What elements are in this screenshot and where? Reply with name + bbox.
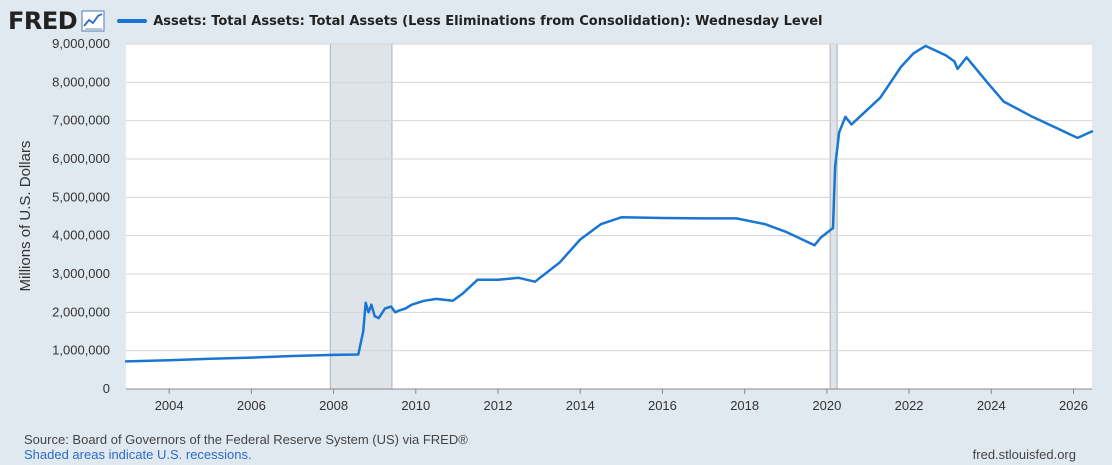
y-tick-label: 7,000,000: [52, 113, 110, 128]
x-tick-label: 2010: [401, 398, 430, 413]
series-line[interactable]: [124, 44, 1094, 363]
y-tick-label: 6,000,000: [52, 151, 110, 166]
x-tick-label: 2016: [648, 398, 677, 413]
trend-chart-icon: [81, 10, 105, 32]
fred-logo-text: FRED: [8, 7, 78, 35]
x-tick-label: 2026: [1059, 398, 1088, 413]
x-tick-label: 2022: [895, 398, 924, 413]
chart-legend[interactable]: Assets: Total Assets: Total Assets (Less…: [117, 14, 822, 29]
source-note: Source: Board of Governors of the Federa…: [24, 432, 468, 447]
fred-logo[interactable]: FRED: [8, 7, 105, 35]
x-tick-label: 2018: [730, 398, 759, 413]
y-tick-label: 8,000,000: [52, 74, 110, 89]
y-tick-label: 0: [103, 381, 110, 396]
x-tick-label: 2008: [319, 398, 348, 413]
plot-background: [126, 44, 1092, 389]
y-tick-label: 3,000,000: [52, 266, 110, 281]
x-tick-label: 2024: [977, 398, 1006, 413]
recession-note[interactable]: Shaded areas indicate U.S. recessions.: [24, 447, 252, 462]
y-axis-label: Millions of U.S. Dollars: [17, 141, 34, 292]
recession-band: [330, 44, 392, 389]
y-axis-ticks: 0 1,000,000 2,000,000 3,000,000 4,000,000 5,0…: [52, 36, 110, 396]
recession-bands: [329, 44, 838, 389]
series-line-group: [124, 44, 1094, 363]
y-tick-label: 9,000,000: [52, 36, 110, 51]
legend-swatch: [117, 19, 148, 23]
x-tick-label: 2012: [484, 398, 513, 413]
chart-header: FRED Assets: Total Assets: Total Assets …: [8, 6, 822, 36]
x-tick-label: 2006: [237, 398, 266, 413]
x-tick-label: 2004: [155, 398, 184, 413]
x-axis-ticks: 2004 2006 2008 2010 2012 2014 2016 2018 2020 2022…: [126, 388, 1092, 413]
y-tick-label: 5,000,000: [52, 189, 110, 204]
x-tick-label: 2014: [566, 398, 595, 413]
legend-series-label: Assets: Total Assets: Total Assets (Less…: [153, 13, 823, 29]
y-tick-label: 2,000,000: [52, 304, 110, 319]
y-tick-label: 4,000,000: [52, 228, 110, 243]
y-tick-label: 1,000,000: [52, 343, 110, 358]
site-link[interactable]: fred.stlouisfed.org: [972, 447, 1076, 462]
chart-footer: Source: Board of Governors of the Federa…: [24, 432, 468, 462]
x-tick-label: 2020: [812, 398, 841, 413]
